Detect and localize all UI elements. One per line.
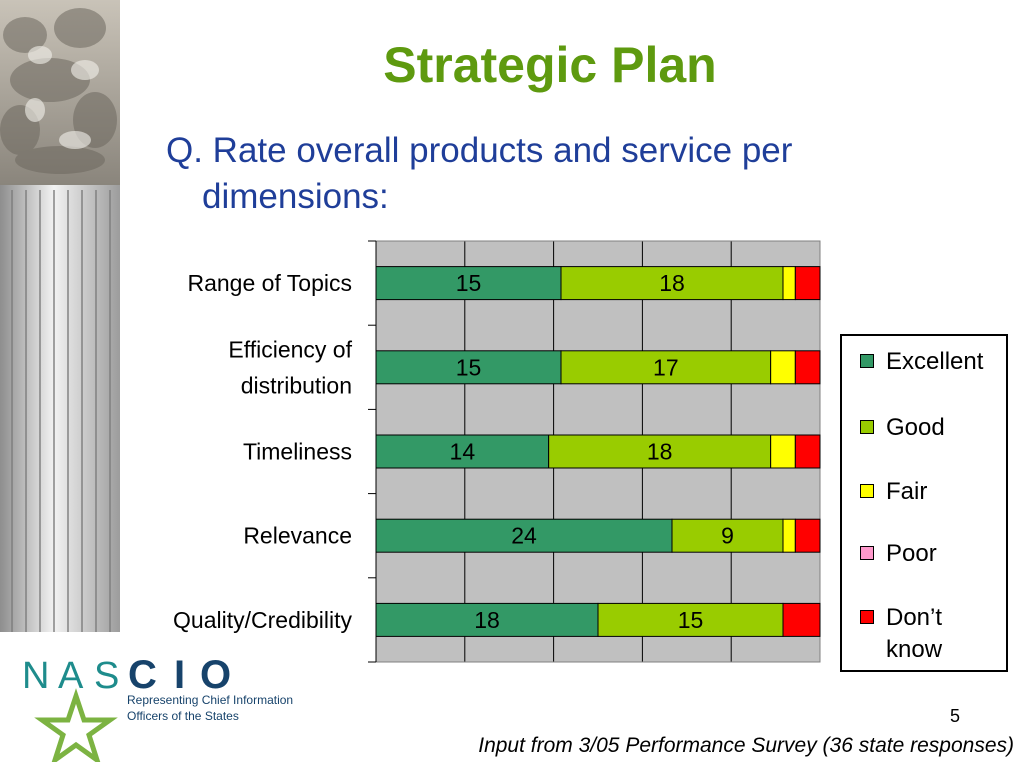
category-label: Timeliness [243, 439, 352, 465]
bar-segment [770, 350, 796, 385]
data-label: 24 [511, 523, 537, 549]
data-label: 15 [456, 270, 482, 296]
page-number: 5 [950, 706, 961, 726]
legend-swatch [860, 546, 874, 560]
chart-legend: Excellent Good Fair Poor Don’t know [840, 334, 1008, 672]
logo-star [34, 688, 118, 762]
data-label: 17 [653, 354, 679, 380]
bar-segment [375, 350, 562, 385]
data-label: 14 [450, 439, 476, 465]
bar-segment [597, 602, 784, 637]
bar-segment [375, 266, 562, 301]
bar-segment [794, 518, 821, 553]
logo-letter: S [94, 655, 119, 697]
question-text: Q. Rate overall products and service per… [166, 128, 926, 220]
bar-segment [782, 518, 796, 553]
category-label: Quality/Credibility [173, 607, 352, 633]
legend-swatch [860, 610, 874, 624]
legend-label: Fair [886, 478, 928, 505]
category-label: distribution [241, 372, 352, 398]
logo-letter: O [200, 653, 231, 697]
legend-label: Poor [886, 540, 937, 567]
data-label: 18 [647, 439, 673, 465]
legend-swatch [860, 420, 874, 434]
question-line-2: dimensions: [202, 177, 389, 216]
logo-letter: N [22, 655, 49, 697]
category-label: Range of Topics [187, 270, 352, 296]
logo-tagline-line-1: Representing Chief Information [127, 693, 293, 707]
category-label: Relevance [243, 523, 352, 549]
legend-label: Don’t know [886, 604, 943, 663]
logo-tagline-line-2: Officers of the States [127, 709, 239, 723]
legend-swatch [860, 484, 874, 498]
bar-segment [794, 266, 821, 301]
bar-segment [560, 350, 772, 385]
legend-swatch [860, 354, 874, 368]
data-label: 15 [678, 607, 704, 633]
bar-segment [375, 602, 599, 637]
footer-note: Input from 3/05 Performance Survey (36 s… [478, 734, 1014, 757]
data-label: 18 [474, 607, 500, 633]
legend-label: Good [886, 414, 945, 441]
bar-segment [375, 434, 550, 469]
logo-letter: A [58, 655, 84, 697]
bar-segment [794, 350, 821, 385]
bar-segment [782, 266, 796, 301]
logo-letter: C [128, 653, 157, 697]
bar-segment [782, 602, 821, 637]
slide-title: Strategic Plan [383, 37, 717, 93]
bar-segment [770, 434, 796, 469]
data-label: 9 [721, 523, 734, 549]
data-label: 15 [456, 354, 482, 380]
category-label: Efficiency of [228, 336, 352, 362]
column-photo [0, 0, 120, 632]
bar-segment [794, 434, 821, 469]
data-label: 18 [659, 270, 685, 296]
legend-label: Excellent [886, 348, 984, 375]
question-line-1: Q. Rate overall products and service per [166, 131, 793, 170]
logo-letter: I [174, 653, 185, 697]
